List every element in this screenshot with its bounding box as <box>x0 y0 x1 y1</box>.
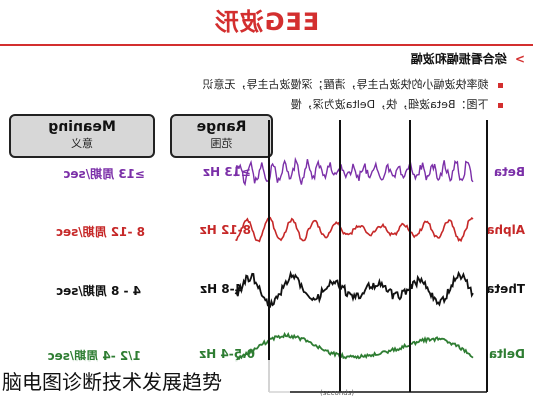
delta-wave <box>235 331 474 362</box>
theta-wave <box>234 270 474 309</box>
beta-wave <box>234 156 474 187</box>
axis-unit: (seconds) <box>320 389 355 397</box>
alpha-wave <box>235 216 474 243</box>
caption-bar <box>0 360 290 400</box>
caption-text: 脑电图诊断技术发展趋势 <box>2 370 222 394</box>
